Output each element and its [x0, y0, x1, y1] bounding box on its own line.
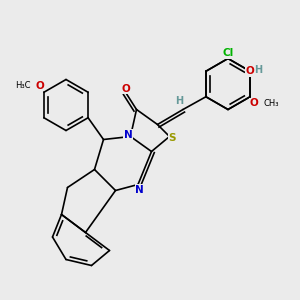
Text: H: H — [254, 65, 262, 75]
Text: O: O — [246, 66, 254, 76]
Text: S: S — [168, 133, 176, 143]
Text: O: O — [35, 81, 44, 91]
Text: H₃C: H₃C — [15, 81, 30, 90]
Text: CH₃: CH₃ — [264, 99, 279, 108]
Text: N: N — [135, 185, 144, 195]
Text: O: O — [249, 98, 258, 108]
Text: Cl: Cl — [222, 48, 234, 58]
Text: H: H — [175, 95, 184, 106]
Text: N: N — [124, 130, 133, 140]
Text: O: O — [122, 83, 130, 94]
